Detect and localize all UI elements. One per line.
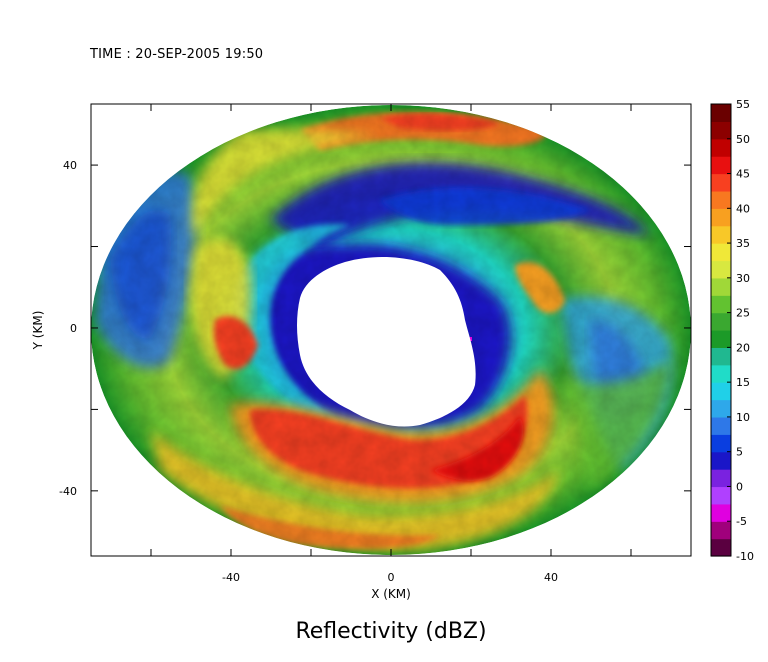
y-tick-label: 0	[70, 322, 77, 335]
chart-title: Reflectivity (dBZ)	[295, 619, 486, 644]
y-tick-label: 40	[63, 159, 77, 172]
colorbar-label: 25	[736, 307, 750, 320]
colorbar	[710, 103, 732, 557]
colorbar-label: 15	[736, 376, 750, 389]
colorbar-segment	[711, 260, 731, 279]
colorbar-segment	[711, 225, 731, 244]
colorbar-label: 0	[736, 480, 743, 493]
colorbar-segment	[711, 486, 731, 505]
colorbar-label: 50	[736, 133, 750, 146]
colorbar-segment	[711, 503, 731, 522]
colorbar-label: 5	[736, 446, 743, 459]
colorbar-segment	[711, 347, 731, 366]
colorbar-segment	[711, 521, 731, 540]
colorbar-segment	[711, 138, 731, 157]
colorbar-segment	[711, 330, 731, 348]
colorbar-segment	[711, 469, 731, 488]
x-tick-label: 0	[388, 571, 395, 584]
colorbar-label: 55	[736, 98, 750, 111]
colorbar-segment	[711, 538, 731, 557]
colorbar-segment	[711, 364, 731, 383]
colorbar-segment	[711, 190, 731, 209]
colorbar-segment	[711, 434, 731, 453]
colorbar-segment	[711, 208, 731, 227]
colorbar-label: 40	[736, 202, 750, 215]
x-axis-label: X (KM)	[371, 587, 411, 601]
colorbar-label: -10	[736, 550, 754, 563]
axis-ticks	[91, 104, 691, 556]
x-tick-label: 40	[544, 571, 558, 584]
axis-tick-labels: -40 0 40 40 0 -40	[59, 159, 558, 584]
colorbar-label: 30	[736, 272, 750, 285]
colorbar-segment	[711, 382, 731, 401]
colorbar-label: 20	[736, 341, 750, 354]
colorbar-segment	[711, 399, 731, 418]
colorbar-segment	[711, 295, 731, 314]
colorbar-label: 10	[736, 411, 750, 424]
colorbar-segment	[711, 121, 731, 140]
colorbar-segment	[711, 312, 731, 331]
colorbar-segment	[711, 104, 731, 122]
colorbar-label: 35	[736, 237, 750, 250]
colorbar-segment	[711, 156, 731, 175]
colorbar-segment	[711, 277, 731, 296]
colorbar-segment	[711, 173, 731, 192]
colorbar-segment	[711, 243, 731, 262]
radar-field	[91, 105, 691, 555]
colorbar-label: -5	[736, 515, 747, 528]
colorbar-label: 45	[736, 168, 750, 181]
y-axis-label: Y (KM)	[31, 311, 45, 351]
colorbar-frame	[710, 103, 732, 557]
y-tick-label: -40	[59, 485, 77, 498]
time-label: TIME : 20-SEP-2005 19:50	[90, 47, 264, 62]
x-tick-label: -40	[222, 571, 240, 584]
colorbar-segment	[711, 451, 731, 470]
colorbar-segment	[711, 416, 731, 435]
